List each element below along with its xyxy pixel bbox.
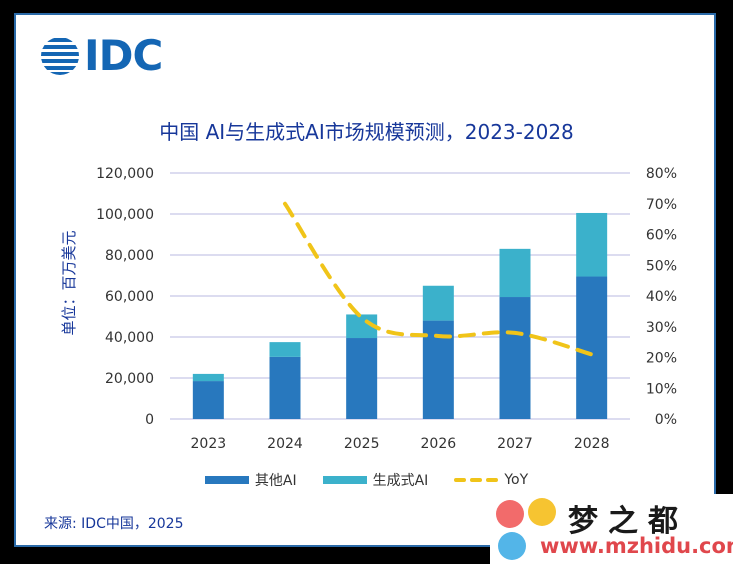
yoy-line — [283, 201, 594, 357]
bar-other-ai — [192, 381, 224, 419]
watermark-url: www.mzhidu.com — [540, 534, 733, 558]
y-tick-label: 0 — [145, 412, 154, 428]
legend-item-yoy: YoY — [454, 470, 528, 490]
bubble-icon — [496, 500, 524, 528]
legend-label: 其他AI — [254, 473, 297, 489]
y2-tick-label: 70% — [646, 197, 677, 213]
x-tick-label: 2025 — [344, 436, 380, 452]
y-tick-label: 120,000 — [96, 166, 154, 182]
x-axis: 2023 2024 2025 2026 2027 2028 — [191, 436, 610, 452]
globe-icon — [41, 38, 79, 75]
bar-other-ai — [346, 338, 378, 419]
watermark: 梦之都 www.mzhidu.com — [490, 494, 733, 564]
legend: 其他AI 生成式AI YoY — [0, 470, 733, 490]
source-note: 来源: IDC中国，2025 — [44, 516, 184, 532]
yoy-line-path — [283, 201, 594, 357]
y2-tick-label: 20% — [646, 351, 677, 367]
bar-genai — [499, 248, 531, 298]
bubble-icon — [528, 498, 556, 526]
bar-genai — [576, 212, 608, 277]
y2-tick-label: 80% — [646, 166, 677, 182]
bar-genai — [422, 285, 454, 321]
bars — [192, 212, 608, 419]
bubble-icon — [498, 532, 526, 560]
legend-swatch-genai — [322, 476, 367, 484]
bar-other-ai — [499, 297, 531, 419]
logo-text: IDC — [84, 31, 163, 80]
x-tick-label: 2027 — [497, 436, 533, 452]
x-tick-label: 2028 — [574, 436, 610, 452]
legend-item-genai: 生成式AI — [322, 470, 429, 490]
y-tick-label: 60,000 — [105, 289, 154, 305]
y-axis-right: 0% 10% 20% 30% 40% 50% 60% 70% 80% — [646, 166, 677, 428]
legend-swatch-yoy — [454, 476, 499, 484]
x-tick-label: 2024 — [267, 436, 303, 452]
bar-genai — [346, 314, 378, 339]
legend-swatch-other-ai — [204, 476, 249, 484]
y-tick-label: 40,000 — [105, 330, 154, 346]
y-tick-label: 20,000 — [105, 371, 154, 387]
bar-other-ai — [576, 276, 608, 419]
legend-item-other-ai: 其他AI — [204, 470, 297, 490]
y-axis-left: 0 20,000 40,000 60,000 80,000 100,000 120,000 — [96, 166, 154, 428]
watermark-title: 梦之都 — [568, 504, 688, 539]
legend-label: YoY — [504, 472, 529, 488]
y2-tick-label: 50% — [646, 258, 677, 274]
y-axis-label: 单位：百万美元 — [60, 230, 78, 335]
y2-tick-label: 30% — [646, 320, 677, 336]
idc-logo: IDC — [40, 31, 163, 80]
y2-tick-label: 10% — [646, 381, 677, 397]
y2-tick-label: 60% — [646, 228, 677, 244]
bar-genai — [192, 373, 224, 382]
y-tick-label: 80,000 — [105, 248, 154, 264]
x-tick-label: 2023 — [191, 436, 227, 452]
legend-label: 生成式AI — [372, 473, 429, 489]
y2-tick-label: 0% — [655, 412, 677, 428]
chart-title: 中国 AI与生成式AI市场规模预测，2023-2028 — [159, 120, 574, 144]
y-tick-label: 100,000 — [96, 207, 154, 223]
y2-tick-label: 40% — [646, 289, 677, 305]
gridlines — [170, 172, 630, 420]
bar-genai — [269, 342, 301, 357]
x-tick-label: 2026 — [421, 436, 457, 452]
bar-other-ai — [269, 356, 301, 419]
